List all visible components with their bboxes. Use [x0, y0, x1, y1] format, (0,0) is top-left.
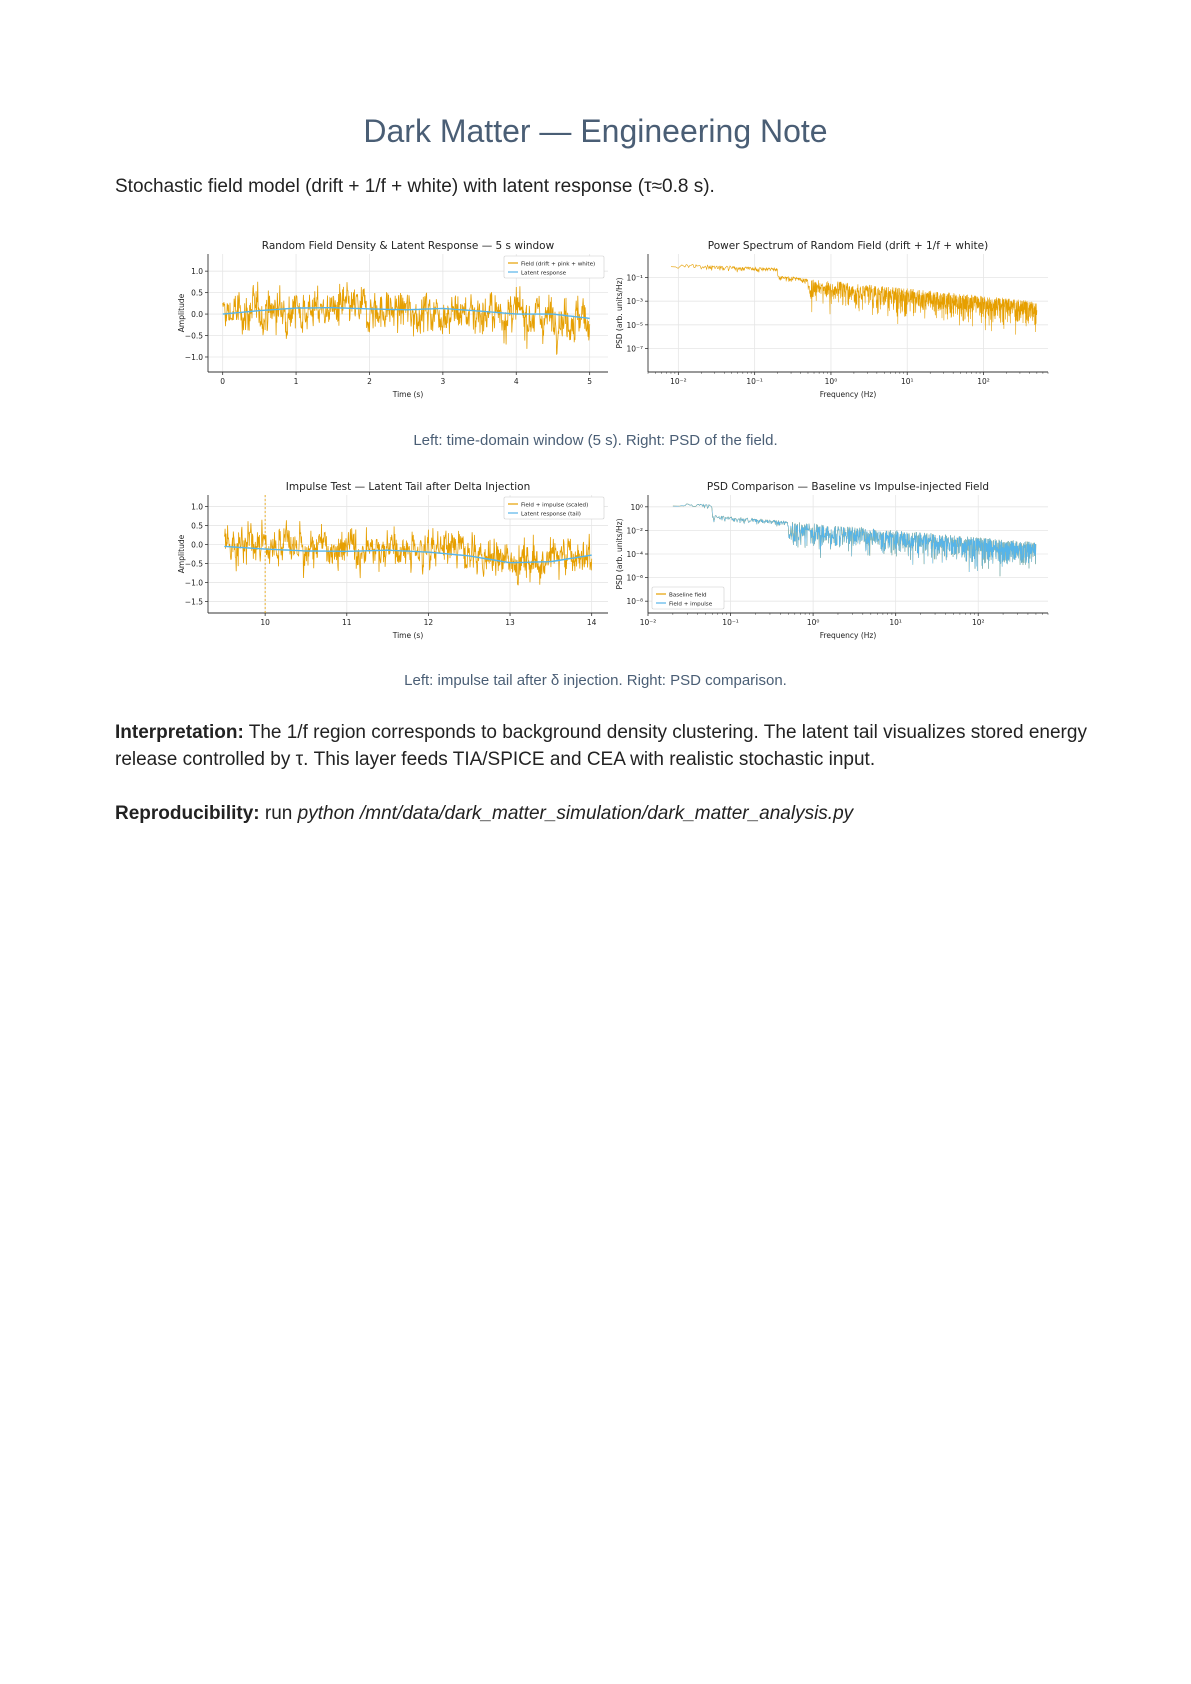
psd-chart: Power Spectrum of Random Field (drift + … — [615, 240, 1049, 399]
x-tick-label: 1 — [294, 377, 299, 386]
legend-box — [503, 496, 605, 520]
subtitle: Stochastic field model (drift + 1/f + wh… — [115, 176, 715, 197]
page-title: Dark Matter — Engineering Note — [363, 113, 828, 149]
time-domain-chart: Random Field Density & Latent Response —… — [177, 240, 608, 399]
y-axis-label: PSD (arb. units/Hz) — [615, 518, 624, 589]
x-tick-label: 10¹ — [901, 377, 914, 386]
y-axis-label: Amplitude — [177, 293, 186, 332]
x-tick-label: 10¹ — [889, 618, 902, 627]
legend-label: Latent response (tail) — [521, 512, 581, 518]
x-axis-label: Frequency (Hz) — [820, 390, 877, 399]
x-axis-label: Time (s) — [392, 390, 424, 399]
reproducibility-prefix: run — [259, 803, 298, 824]
y-tick-label: 0.5 — [191, 521, 203, 530]
legend-label: Field + impulse — [669, 602, 713, 608]
x-axis-label: Frequency (Hz) — [820, 631, 877, 640]
y-tick-label: −1.5 — [185, 598, 203, 607]
y-tick-label: 0.0 — [191, 540, 203, 549]
x-axis-label: Time (s) — [392, 631, 424, 640]
x-tick-label: 10⁻¹ — [746, 377, 763, 386]
y-tick-label: 1.0 — [191, 267, 203, 276]
x-tick-label: 10⁻² — [640, 618, 657, 627]
x-tick-label: 0 — [220, 377, 225, 386]
chart-title: Impulse Test — Latent Tail after Delta I… — [286, 481, 530, 493]
impulse-test-chart: Impulse Test — Latent Tail after Delta I… — [177, 481, 608, 640]
reproducibility-command: python /mnt/data/dark_matter_simulation/… — [297, 803, 854, 824]
y-tick-label: 10⁻² — [626, 526, 643, 535]
y-axis-label: PSD (arb. units/Hz) — [615, 277, 624, 348]
reproducibility-paragraph: Reproducibility: run python /mnt/data/da… — [115, 800, 1095, 827]
x-tick-label: 4 — [514, 377, 519, 386]
x-tick-label: 11 — [342, 618, 352, 627]
figure-caption-1: Left: time-domain window (5 s). Right: P… — [413, 432, 778, 449]
legend-label: Latent response — [521, 271, 567, 277]
field-series-line — [222, 281, 591, 355]
chart-title: Power Spectrum of Random Field (drift + … — [708, 240, 988, 252]
x-tick-label: 5 — [587, 377, 592, 386]
interpretation-text: The 1/f region corresponds to background… — [115, 722, 1087, 770]
x-tick-label: 3 — [440, 377, 445, 386]
x-tick-label: 13 — [505, 618, 515, 627]
legend-label: Field + impulse (scaled) — [521, 503, 588, 509]
reproducibility-label: Reproducibility: — [115, 803, 260, 824]
latent-series-line — [224, 545, 592, 564]
x-tick-label: 10⁰ — [807, 618, 820, 627]
y-tick-label: −0.5 — [185, 560, 203, 569]
legend-box — [503, 255, 605, 279]
x-tick-label: 12 — [424, 618, 434, 627]
x-tick-label: 14 — [587, 618, 597, 627]
figure-row-1: Random Field Density & Latent Response —… — [177, 240, 1049, 410]
y-tick-label: −0.5 — [185, 332, 203, 341]
impulse-series-line — [672, 503, 1037, 577]
y-tick-label: 0.5 — [191, 289, 203, 298]
x-tick-label: 10² — [972, 618, 985, 627]
y-tick-label: 10⁻⁵ — [626, 321, 643, 330]
figure-row-2: Impulse Test — Latent Tail after Delta I… — [177, 481, 1049, 651]
y-tick-label: 10⁰ — [630, 503, 643, 512]
figure-caption-2: Left: impulse tail after δ injection. Ri… — [404, 672, 787, 689]
y-tick-label: 10⁻⁸ — [626, 597, 643, 606]
x-tick-label: 10⁻² — [670, 377, 687, 386]
x-tick-label: 10² — [977, 377, 990, 386]
y-axis-label: Amplitude — [177, 534, 186, 573]
y-tick-label: 10⁻⁴ — [626, 550, 643, 559]
x-tick-label: 2 — [367, 377, 372, 386]
field-series-line — [223, 519, 593, 586]
y-tick-label: 10⁻¹ — [626, 274, 643, 283]
latent-series-line — [222, 306, 590, 320]
legend-label: Field (drift + pink + white) — [521, 262, 595, 268]
psd-comparison-chart: PSD Comparison — Baseline vs Impulse-inj… — [615, 481, 1049, 640]
interpretation-label: Interpretation: — [115, 722, 244, 743]
x-tick-label: 10⁰ — [825, 377, 838, 386]
y-tick-label: 0.0 — [191, 310, 203, 319]
y-tick-label: −1.0 — [185, 353, 203, 362]
legend-box — [651, 586, 725, 610]
chart-title: PSD Comparison — Baseline vs Impulse-inj… — [707, 481, 989, 493]
y-tick-label: 10⁻⁶ — [626, 574, 643, 583]
psd-series-line — [670, 264, 1038, 335]
x-tick-label: 10⁻¹ — [722, 618, 739, 627]
interpretation-paragraph: Interpretation: The 1/f region correspon… — [115, 719, 1095, 773]
y-tick-label: 10⁻⁷ — [626, 344, 643, 353]
y-tick-label: 1.0 — [191, 502, 203, 511]
y-tick-label: −1.0 — [185, 579, 203, 588]
y-tick-label: 10⁻³ — [626, 297, 643, 306]
chart-title: Random Field Density & Latent Response —… — [262, 240, 555, 252]
x-tick-label: 10 — [260, 618, 270, 627]
legend-label: Baseline field — [669, 593, 707, 599]
